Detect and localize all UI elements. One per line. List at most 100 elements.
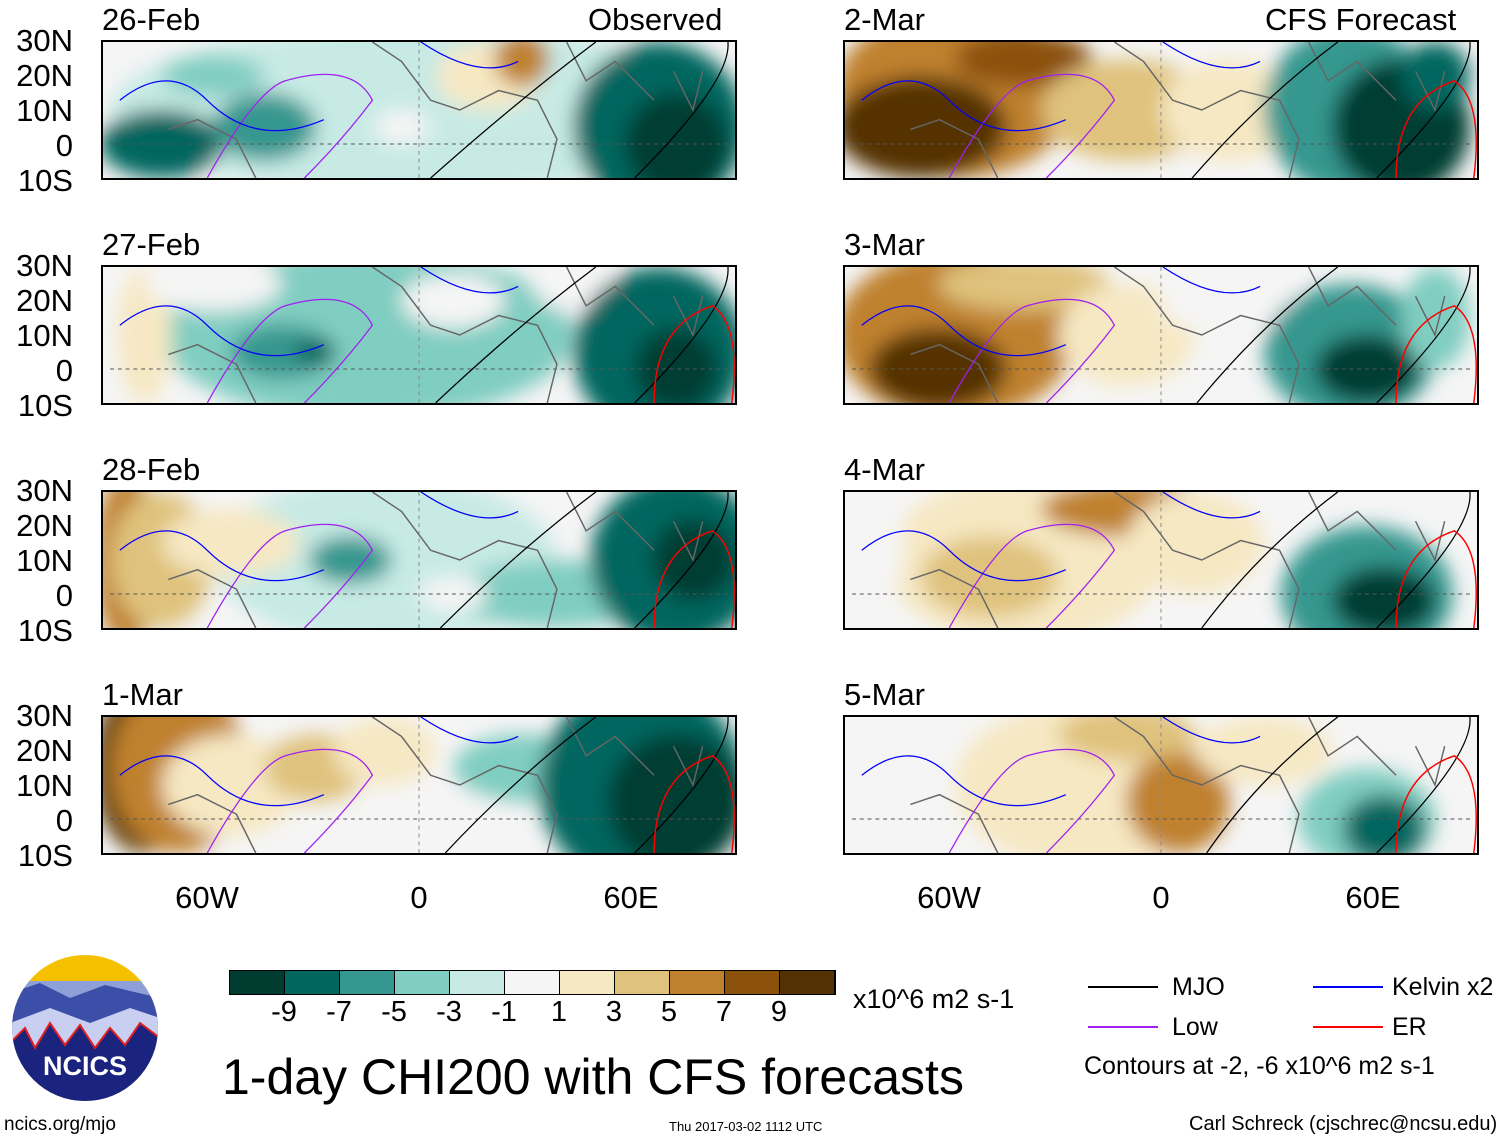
forecast-label: CFS Forecast [1265,2,1457,37]
lon-label: 60W [175,880,239,915]
mjo-contour [634,492,729,628]
lat-label: 0 [55,353,73,388]
low-contour [948,748,1116,853]
low-contour [206,748,374,853]
mjo-contour [435,267,597,403]
lat-label: 10N [16,93,73,128]
lat-label: 10N [16,318,73,353]
anomaly-region [1195,717,1333,785]
anomaly-region [624,93,728,178]
coastline [910,42,1446,178]
anomaly-region [937,267,1110,312]
anomaly-region [1401,267,1470,369]
anomaly-region [845,717,938,836]
colorbar [229,970,836,995]
kelvin-contour [119,267,519,357]
colorbar-swatch [340,971,395,994]
colorbar-tick: 7 [715,996,733,1028]
kelvin-contour [119,42,519,132]
anomaly-region [1332,566,1436,628]
mjo-contour [1376,492,1471,628]
er-line-swatch [1313,1026,1383,1028]
lat-label: 10S [17,388,73,423]
anomaly-region [374,110,430,144]
er-contour [653,530,735,628]
kelvin-contour [861,492,1261,582]
colorbar-tick: 5 [660,996,678,1028]
lat-label: 30N [16,248,73,283]
low-contour [948,523,1116,628]
mjo-contour [1206,717,1339,853]
coastline [168,717,704,853]
anomaly-region [1126,492,1264,594]
low-contour [206,298,374,403]
panel-date: 26-Feb [102,2,201,37]
anomaly-region [1040,59,1213,161]
anomaly-region [144,267,282,312]
mjo-contour [1191,42,1339,178]
colorbar-swatch [670,971,725,994]
logo-text: NCICS [42,1051,127,1081]
map-panel [101,265,737,405]
mjo-contour [1196,267,1339,403]
anomaly-region [333,717,437,785]
low-contour [206,73,374,178]
anomaly-region [869,328,1007,403]
footer-timestamp: Thu 2017-03-02 1112 UTC [669,1119,823,1134]
panel-date: 4-Mar [844,452,925,487]
figure-title: 1-day CHI200 with CFS forecasts [222,1049,964,1105]
lat-label: 20N [16,733,73,768]
panel-date: 1-Mar [102,677,183,712]
mjo-contour [439,492,597,628]
colorbar-swatch [450,971,505,994]
colorbar-tick: 9 [770,996,788,1028]
mjo-contour [634,42,729,178]
colorbar-tick: 3 [605,996,623,1028]
mjo-contour [430,42,597,178]
er-contour [1395,755,1477,853]
anomaly-region [1161,267,1299,335]
panel-date: 27-Feb [102,227,201,262]
footer-url[interactable]: ncics.org/mjo [4,1114,116,1135]
mjo-contour [634,717,729,853]
panel-date: 2-Mar [844,2,925,37]
anomaly-region [1342,795,1426,853]
anomaly-region [161,734,299,836]
anomaly-region [845,492,904,611]
colorbar-tick: -1 [491,996,517,1028]
panel-date: 5-Mar [844,677,925,712]
kelvin-contour [861,267,1261,357]
anomaly-region [920,536,1059,618]
coastline [168,42,704,178]
lon-label: 60E [1345,880,1401,915]
lat-label: 0 [55,803,73,838]
anomaly-region [1126,751,1230,853]
mjo-contour [1376,267,1471,403]
mjo-contour [444,717,597,853]
colorbar-tick: -5 [381,996,407,1028]
kelvin-contour [861,42,1261,132]
kelvin-line-swatch [1313,986,1383,988]
colorbar-tick: 1 [550,996,568,1028]
anomaly-region [161,509,299,577]
coastline [168,492,704,628]
lon-label: 0 [410,880,428,915]
mjo-contour [1376,717,1471,853]
colorbar-swatch [285,971,340,994]
map-panel [843,40,1479,180]
coastline [910,717,1446,853]
lat-label: 20N [16,283,73,318]
mjo-contour [1201,492,1339,628]
lat-label: 10S [17,163,73,198]
lon-label: 0 [1152,880,1170,915]
kelvin-contour [861,717,1261,807]
er-contour [1395,80,1477,178]
legend-low: Low [1172,1013,1218,1041]
lat-label: 10N [16,768,73,803]
anomaly-region [845,76,1007,178]
lat-label: 20N [16,58,73,93]
low-contour [948,73,1116,178]
footer-author: Carl Schreck (cjschrec@ncsu.edu) [1189,1113,1498,1135]
observed-label: Observed [588,2,723,37]
colorbar-swatch [230,971,285,994]
